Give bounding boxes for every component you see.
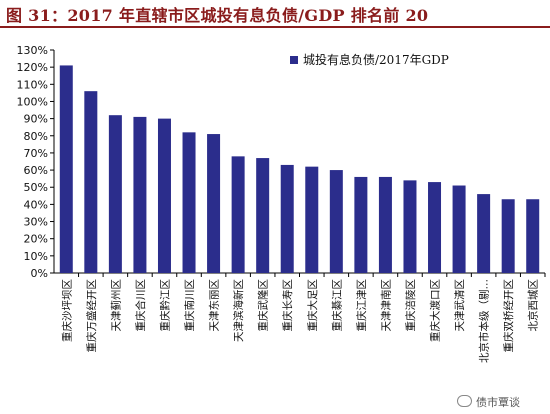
y-tick-label: 50% — [24, 181, 48, 194]
y-tick-label: 10% — [24, 250, 48, 263]
title-bar: 图 31：2017 年直辖市区城投有息负债/GDP 排名前 20 — [0, 0, 550, 28]
x-tick-label: 重庆江津区 — [355, 279, 368, 332]
y-tick-label: 0% — [31, 267, 48, 280]
x-tick-label: 天津东丽区 — [208, 279, 221, 332]
x-tick-label: 重庆合川区 — [134, 279, 147, 332]
x-tick-label: 重庆大足区 — [306, 279, 319, 332]
x-tick-label: 重庆武隆区 — [257, 279, 270, 332]
y-tick-label: 20% — [24, 233, 48, 246]
bar — [256, 158, 270, 273]
y-tick-label: 40% — [24, 198, 48, 211]
bar — [305, 166, 319, 273]
watermark-text: 债市覃谈 — [476, 396, 520, 409]
x-tick-label: 重庆綦江区 — [330, 279, 343, 332]
bar — [84, 91, 98, 273]
x-tick-labels: 重庆沙坪坝区 重庆万盛经开区 天津蓟州区 重庆合川区 重庆黔江区 重庆南川区 天津东丽区 天津… — [60, 279, 539, 363]
x-tick-label: 北京西城区 — [527, 279, 540, 332]
x-tick-label: 天津武清区 — [453, 279, 466, 332]
x-tick-label: 重庆长寿区 — [281, 279, 294, 332]
bar — [452, 185, 466, 273]
x-tick-label: 北京市本级（剔… — [478, 279, 491, 363]
x-tick-label: 重庆大渡口区 — [429, 279, 442, 342]
y-tick-label: 80% — [24, 130, 48, 143]
bar — [157, 118, 171, 273]
bar — [378, 176, 392, 273]
bar — [207, 134, 221, 273]
legend-swatch — [290, 56, 298, 64]
watermark: 债市覃谈 — [457, 394, 520, 410]
y-tick-label: 30% — [24, 216, 48, 229]
x-tick-label: 天津津南区 — [379, 279, 392, 332]
bar-chart: 0% 10% 20% 30% 40% 50% 60% 70% 80% 90% 100% 110% 120… — [17, 44, 546, 363]
x-tick-label: 重庆沙坪坝区 — [60, 279, 73, 342]
x-tick-label: 重庆万盛经开区 — [85, 279, 98, 353]
chart-axes — [50, 49, 546, 277]
bar — [59, 65, 73, 273]
y-tick-label: 60% — [24, 164, 48, 177]
x-tick-label: 重庆黔江区 — [158, 279, 171, 332]
bar — [182, 132, 196, 273]
y-tick-label: 100% — [17, 95, 48, 108]
chat-bubble-icon — [457, 395, 472, 407]
x-tick-label: 天津滨海新区 — [232, 279, 245, 342]
bar — [231, 156, 245, 273]
chart-legend: 城投有息负债/2017年GDP — [290, 52, 449, 67]
x-tick-label: 重庆南川区 — [183, 279, 196, 332]
y-tick-label: 120% — [17, 61, 48, 74]
bar — [428, 182, 442, 273]
bar — [354, 176, 368, 273]
chart-bars — [59, 65, 540, 274]
bar — [403, 180, 417, 273]
bar — [108, 115, 122, 273]
x-tick-label: 重庆涪陵区 — [404, 279, 417, 332]
y-tick-label: 110% — [17, 78, 48, 91]
page-title: 图 31：2017 年直辖市区城投有息负债/GDP 排名前 20 — [6, 6, 429, 25]
legend-label: 城投有息负债/2017年GDP — [303, 52, 449, 67]
bar — [477, 194, 491, 273]
bar — [526, 199, 540, 273]
bar — [280, 164, 294, 273]
y-tick-label: 130% — [17, 44, 48, 57]
bar — [329, 170, 343, 273]
x-tick-label: 重庆双桥经开区 — [502, 279, 515, 353]
bar — [501, 199, 515, 273]
y-tick-label: 90% — [24, 113, 48, 126]
y-tick-labels: 0% 10% 20% 30% 40% 50% 60% 70% 80% 90% 100% 110% 120… — [17, 44, 48, 280]
x-tick-label: 天津蓟州区 — [109, 279, 122, 332]
bar — [133, 116, 147, 274]
y-tick-label: 70% — [24, 147, 48, 160]
